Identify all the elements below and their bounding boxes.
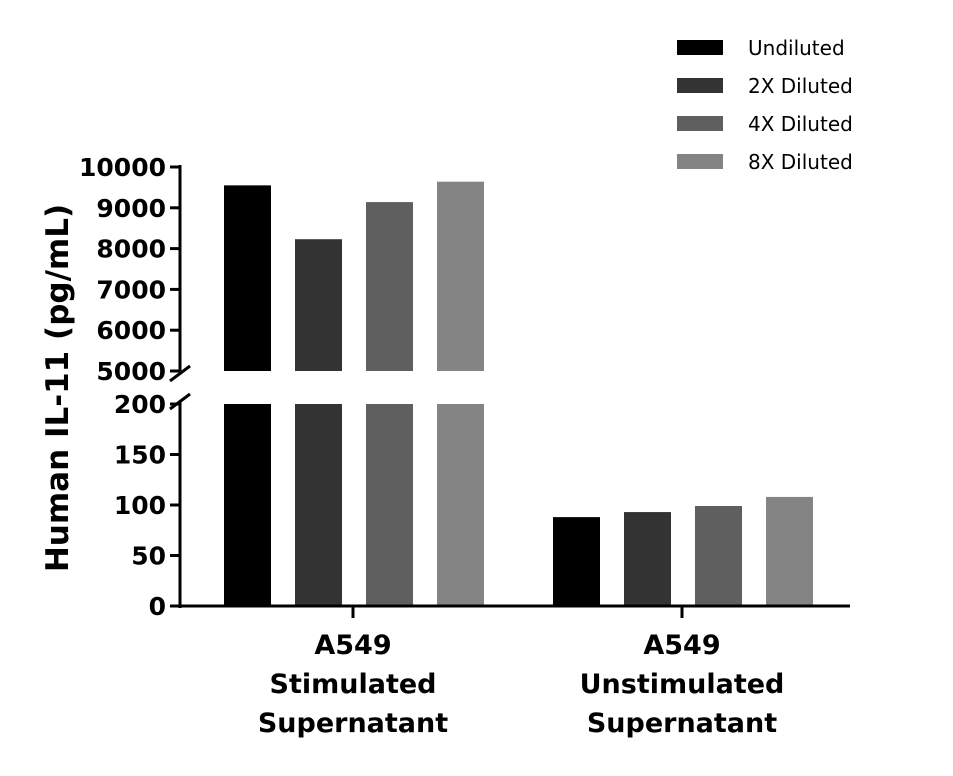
bar-0-0-lower: [224, 404, 271, 606]
legend: Undiluted 2X Diluted 4X Diluted 8X Diluted: [677, 36, 853, 174]
y-lower-tick-label: 100: [114, 491, 166, 520]
y-lower-tick-label: 0: [149, 592, 166, 621]
bar-0-0-upper: [224, 185, 271, 371]
y-axis-title: Human IL-11 (pg/mL): [40, 204, 76, 572]
y-lower-tick-label: 50: [131, 542, 166, 571]
axis-break-mark-lower: [169, 392, 191, 411]
x-category-label-line: Stimulated: [270, 669, 437, 700]
axes-group: 0 50 100 150 200 5000 6000 7000 8000 9000 10000 A54…: [79, 153, 850, 739]
bars-group: [224, 181, 813, 606]
x-category-label-line: Supernatant: [258, 708, 448, 739]
bar-1-0-lower: [295, 404, 342, 606]
x-category-label: A549 Unstimulated Supernatant: [580, 630, 785, 739]
y-lower-tick-label: 200: [114, 390, 166, 419]
y-upper-tick-label: 9000: [96, 194, 166, 223]
legend-swatch: [677, 116, 723, 131]
legend-label: 2X Diluted: [748, 74, 853, 98]
bar-1-1: [624, 512, 671, 606]
legend-swatch: [677, 154, 723, 169]
y-upper-tick-label: 6000: [96, 316, 166, 345]
axis-break-mark-upper: [169, 364, 191, 383]
bar-0-1: [553, 517, 600, 606]
legend-swatch: [677, 78, 723, 93]
legend-label: Undiluted: [748, 36, 845, 60]
bar-2-0-upper: [366, 202, 413, 371]
x-category-label: A549 Stimulated Supernatant: [258, 630, 448, 739]
bar-1-0-upper: [295, 239, 342, 371]
bar-2-1: [695, 506, 742, 606]
x-category-label-line: Supernatant: [587, 708, 777, 739]
x-category-label-line: A549: [314, 630, 391, 661]
y-upper-tick-label: 8000: [96, 235, 166, 264]
y-upper-tick-label: 7000: [96, 275, 166, 304]
x-category-label-line: A549: [643, 630, 720, 661]
y-upper-tick-label: 10000: [79, 153, 166, 182]
bar-3-0-upper: [437, 181, 484, 371]
bar-3-1: [766, 496, 813, 606]
x-category-label-line: Unstimulated: [580, 669, 785, 700]
y-upper-tick-label: 5000: [96, 357, 166, 386]
legend-swatch: [677, 40, 723, 55]
bar-3-0-lower: [437, 404, 484, 606]
y-lower-tick-label: 150: [114, 441, 166, 470]
legend-label: 4X Diluted: [748, 112, 853, 136]
legend-label: 8X Diluted: [748, 150, 853, 174]
bar-2-0-lower: [366, 404, 413, 606]
